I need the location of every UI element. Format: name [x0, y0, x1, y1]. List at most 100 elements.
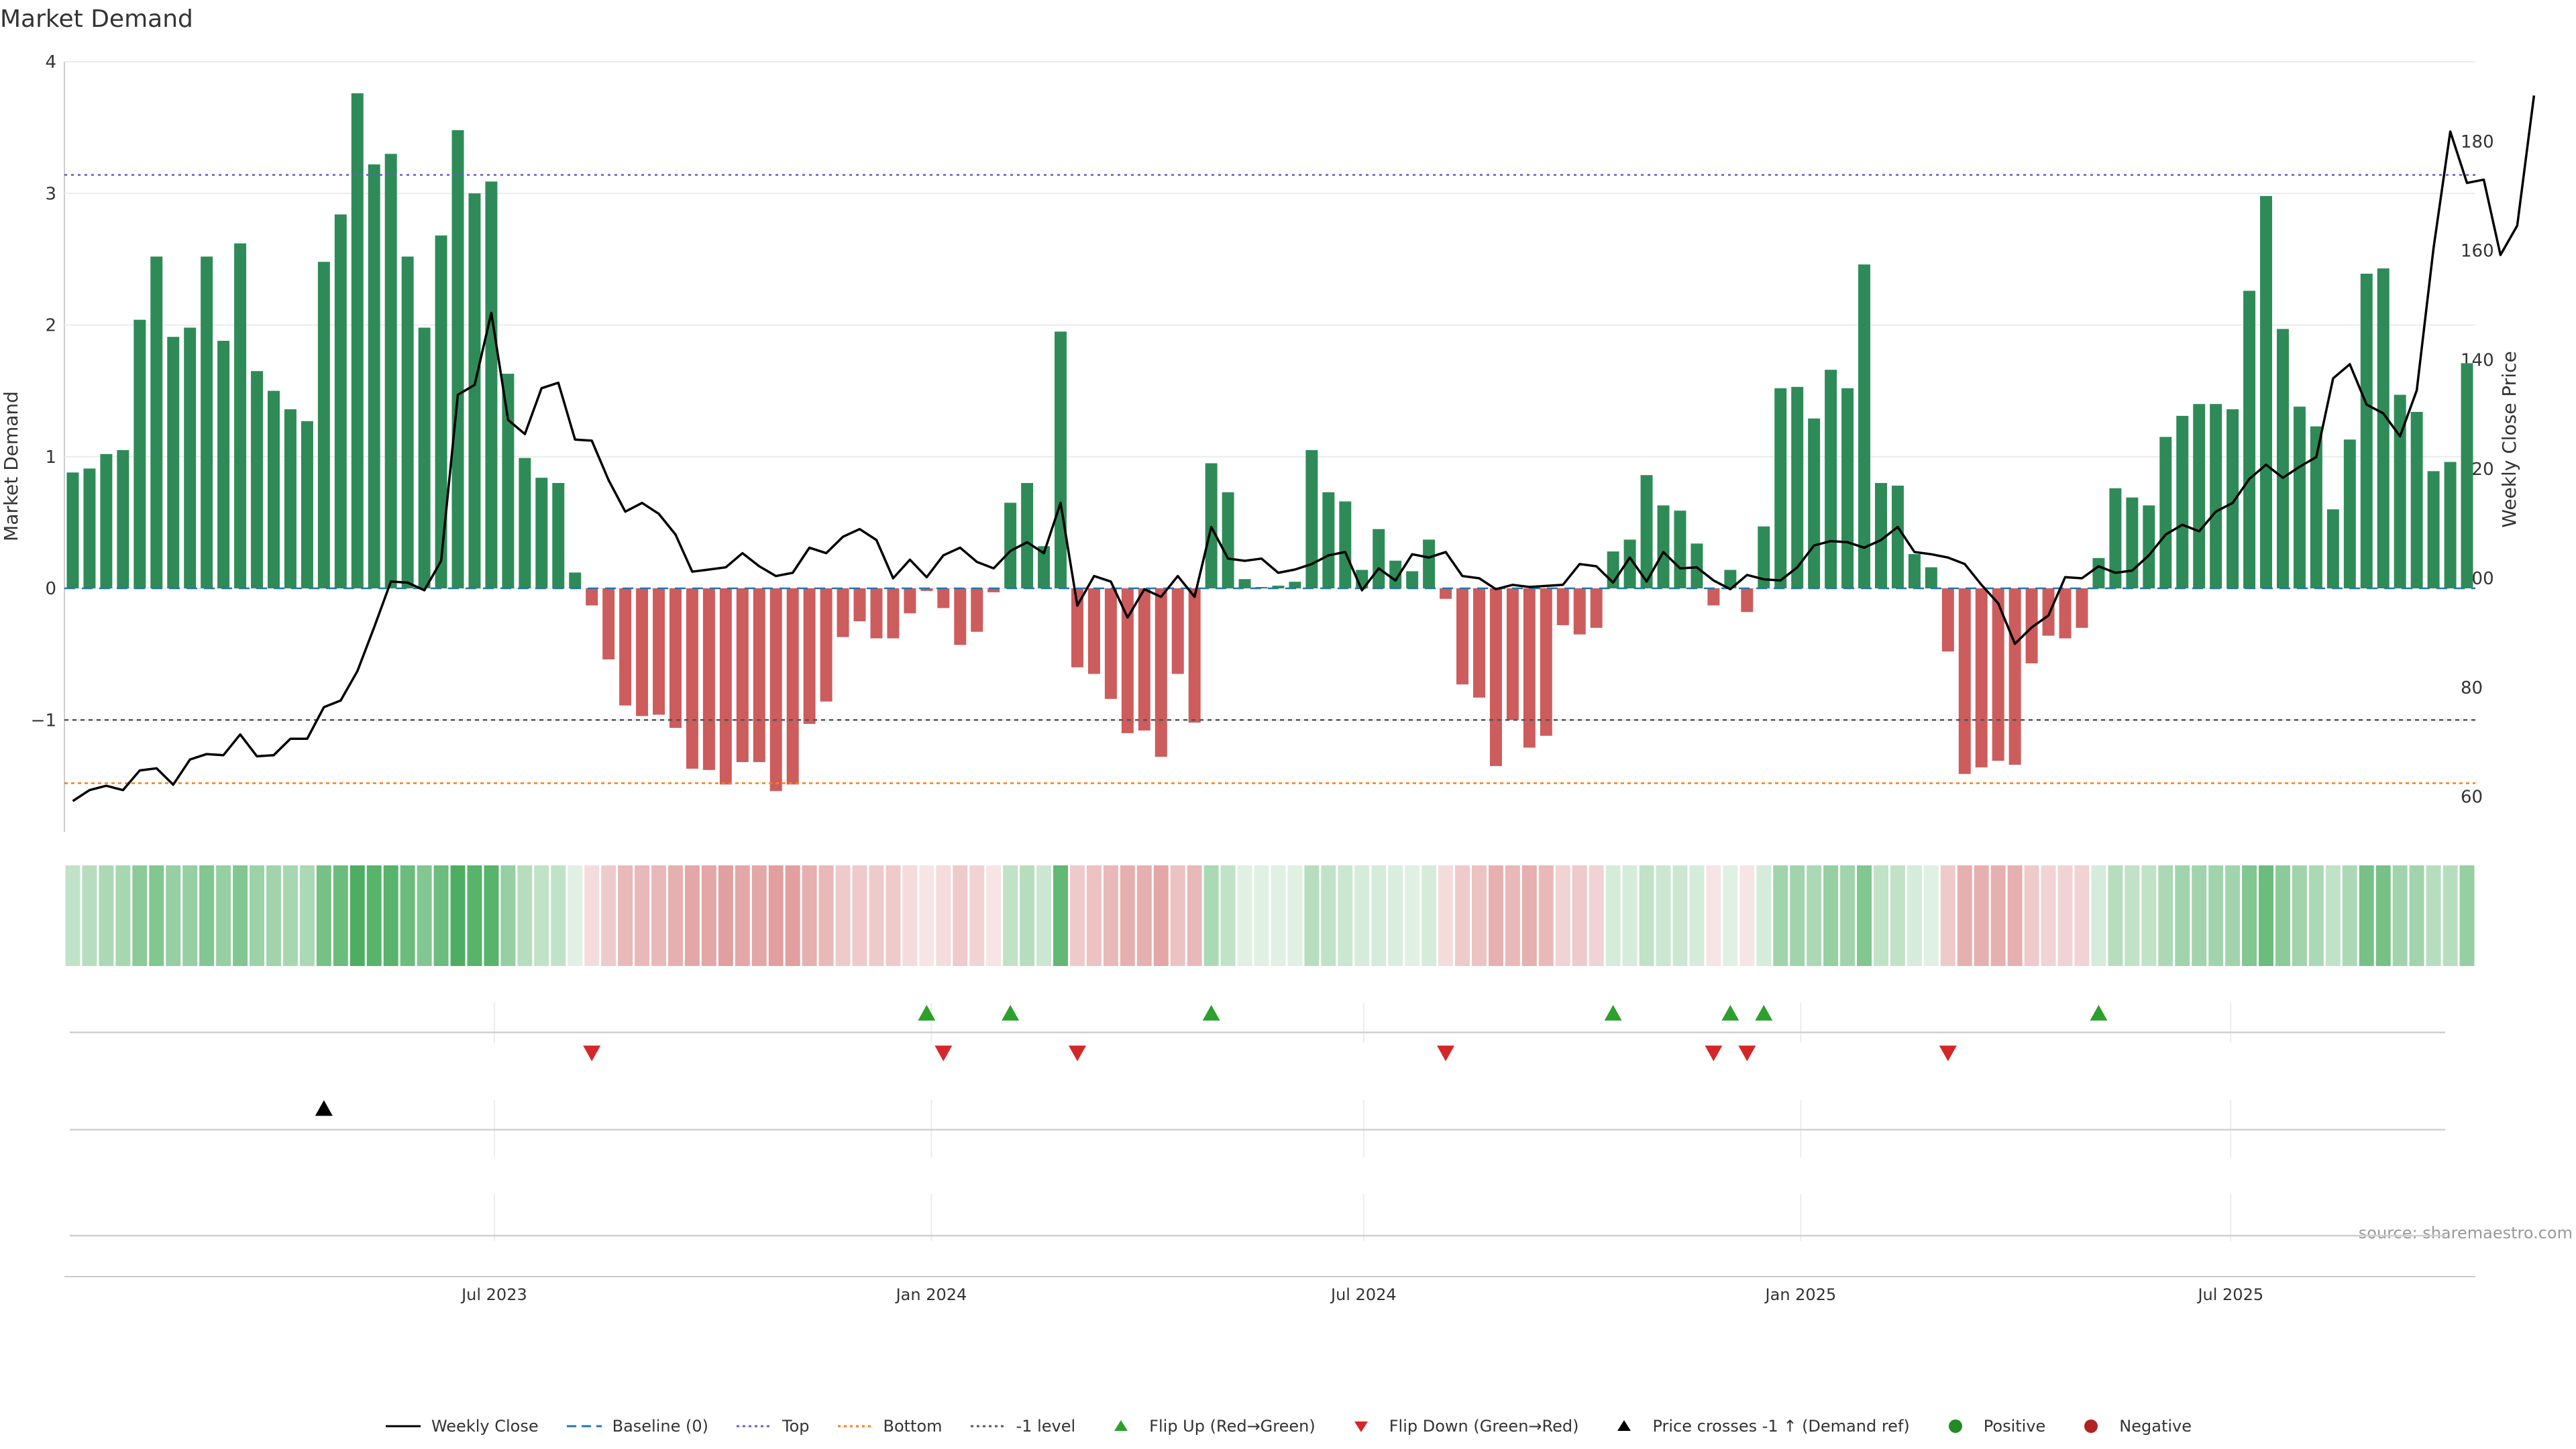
demand-bar-positive	[2343, 439, 2356, 588]
demand-bar-positive	[117, 449, 129, 588]
demand-bar-positive	[201, 256, 213, 588]
demand-bar-negative	[1992, 588, 2004, 761]
demand-bar-negative	[837, 588, 849, 637]
demand-bar-positive	[66, 472, 79, 588]
demand-bar-positive	[2092, 557, 2105, 588]
heat-cell-negative	[684, 865, 700, 966]
demand-bar-positive	[2427, 471, 2440, 588]
heat-cell-positive	[2308, 865, 2324, 966]
y2-tick-label: 160	[2461, 241, 2494, 262]
heat-cell-negative	[751, 865, 767, 966]
legend-label: Bottom	[883, 1417, 943, 1436]
legend-item-flip_up: Flip Up (Red→Green)	[1102, 1417, 1316, 1436]
heat-cell-positive	[132, 865, 148, 966]
demand-bar-positive	[1674, 511, 1686, 588]
demand-bar-positive	[2109, 488, 2122, 588]
heat-cell-negative	[618, 865, 633, 966]
legend-label: Positive	[1983, 1417, 2046, 1436]
heat-cell-negative	[1471, 865, 1487, 966]
heat-cell-positive	[517, 865, 533, 966]
heat-cell-negative	[969, 865, 985, 966]
demand-bar-positive	[2293, 407, 2306, 588]
demand-bar-positive	[418, 327, 431, 588]
demand-bar-positive	[1322, 492, 1335, 588]
heat-cell-positive	[1656, 865, 1671, 966]
demand-bar-negative	[987, 588, 1000, 592]
legend-label: Weekly Close	[431, 1417, 539, 1436]
heat-cell-positive	[1689, 865, 1705, 966]
price-cross-marker	[315, 1100, 333, 1116]
demand-bar-negative	[719, 588, 732, 785]
y-tick-label: 4	[45, 52, 56, 72]
demand-bar-positive	[2410, 412, 2423, 588]
flip-down-marker	[1705, 1045, 1723, 1061]
demand-bar-positive	[301, 421, 313, 588]
legend-item-dot_neg: Negative	[2072, 1417, 2192, 1436]
demand-bar-negative	[803, 588, 816, 724]
demand-bar-negative	[1188, 588, 1201, 723]
legend-label: Top	[782, 1417, 810, 1436]
heat-cell-positive	[350, 865, 365, 966]
signal-panels	[70, 1003, 2445, 1241]
heat-cell-negative	[802, 865, 817, 966]
heat-cell-positive	[282, 865, 298, 966]
heat-cell-positive	[383, 865, 398, 966]
heat-cell-negative	[1505, 865, 1520, 966]
legend-dot-icon	[2084, 1419, 2098, 1433]
chart-title: Market Demand	[0, 5, 193, 33]
heat-cell-positive	[82, 865, 97, 966]
y2-tick-label: 180	[2461, 132, 2494, 152]
heat-cell-positive	[1907, 865, 1922, 966]
bottom-swatch-icon	[837, 1418, 874, 1434]
heat-cell-positive	[1053, 865, 1069, 966]
demand-bar-negative	[769, 588, 782, 792]
heat-cell-positive	[1857, 865, 1872, 966]
demand-bar-negative	[2076, 588, 2088, 628]
heat-cell-positive	[484, 865, 499, 966]
cross-swatch-icon	[1605, 1418, 1643, 1434]
demand-bar-negative	[586, 588, 598, 606]
demand-bar-positive	[1272, 586, 1285, 588]
demand-bar-positive	[1021, 483, 1034, 588]
heat-cell-negative	[1455, 865, 1470, 966]
heat-cell-negative	[701, 865, 716, 966]
demand-bar-positive	[2326, 509, 2339, 588]
demand-bar-positive	[468, 193, 481, 588]
heat-cell-negative	[1572, 865, 1587, 966]
heat-cell-negative	[919, 865, 934, 966]
heat-cell-positive	[2292, 865, 2307, 966]
legend-label: Negative	[2119, 1417, 2192, 1436]
heat-cell-positive	[2359, 865, 2374, 966]
heat-cell-positive	[1003, 865, 1018, 966]
heat-cell-positive	[2158, 865, 2174, 966]
demand-bar-negative	[1155, 588, 1167, 757]
heat-cell-negative	[735, 865, 750, 966]
demand-bar-negative	[1941, 588, 1954, 652]
demand-bar-positive	[267, 390, 280, 588]
demand-bar-positive	[1373, 529, 1385, 588]
heat-cell-negative	[1120, 865, 1135, 966]
demand-bar-negative	[1590, 588, 1603, 628]
demand-bar-negative	[937, 588, 950, 608]
heat-cell-positive	[1220, 865, 1236, 966]
y-tick-label: 3	[45, 184, 56, 204]
x-tick-label: Jan 2024	[895, 1285, 967, 1304]
demand-bar-negative	[870, 588, 883, 639]
legend-item-cross: Price crosses -1 ↑ (Demand ref)	[1605, 1417, 1910, 1436]
heat-cell-positive	[99, 865, 114, 966]
legend-item-baseline: Baseline (0)	[566, 1417, 708, 1436]
demand-bar-positive	[2310, 426, 2322, 588]
flip-down-marker	[583, 1045, 601, 1061]
demand-bar-positive	[1640, 475, 1653, 588]
demand-bar-positive	[2210, 404, 2222, 588]
demand-bar-positive	[2193, 404, 2206, 588]
legend-triangle-down-icon	[1354, 1421, 1368, 1432]
dot_pos-swatch-icon	[1937, 1418, 1974, 1434]
demand-bar-positive	[1690, 543, 1703, 588]
y-axis-label: Market Demand	[0, 391, 22, 541]
demand-bar-positive	[1004, 502, 1017, 588]
demand-bar-negative	[686, 588, 698, 769]
price-line	[72, 95, 2536, 802]
